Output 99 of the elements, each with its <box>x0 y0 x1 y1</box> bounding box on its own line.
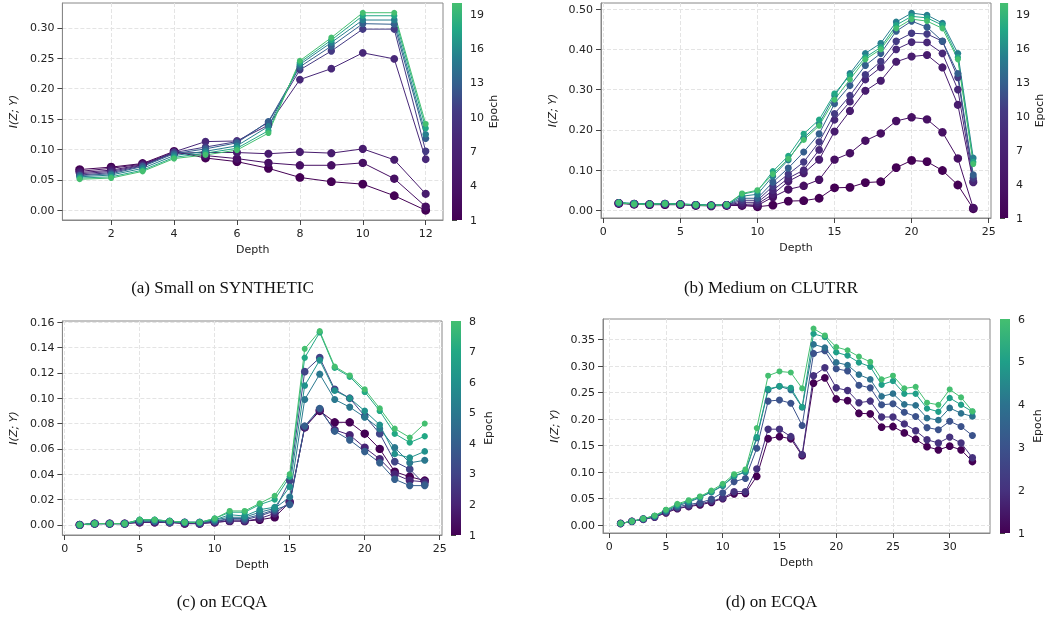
x-tick-label: 20 <box>357 542 372 555</box>
y-tick-label: 0.25 <box>29 51 55 65</box>
y-tick-label: 0.06 <box>29 442 55 456</box>
x-tick-label: 15 <box>282 542 297 555</box>
color-bar-label: 1 <box>1016 211 1024 225</box>
x-tick-label: 10 <box>355 227 370 240</box>
y-tick-label: 0.15 <box>570 439 595 453</box>
x-tick-label: 0 <box>599 225 607 238</box>
color-bar-label: 6 <box>469 375 476 389</box>
y-tick-label: 0.10 <box>568 163 593 177</box>
x-tick-label: 10 <box>750 225 765 238</box>
color-bar-label: 4 <box>1016 177 1024 191</box>
y-tick-label: 0.30 <box>568 83 593 97</box>
color-bar-label: 3 <box>469 467 476 481</box>
y-tick-label: 0.10 <box>570 465 595 479</box>
color-bar-label: 19 <box>470 7 484 21</box>
y-tick-label: 0.20 <box>570 412 595 426</box>
x-tick-label: 30 <box>942 540 957 553</box>
x-tick-label: 15 <box>772 540 787 553</box>
color-bar-label: 19 <box>1016 7 1031 21</box>
x-axis-title: Depth <box>235 557 269 571</box>
x-tick-label: 5 <box>676 225 684 238</box>
y-tick-label: 0.05 <box>570 492 595 506</box>
color-bar-label: 13 <box>1016 75 1031 89</box>
text: (a) Small on SYNTHETIC <box>131 278 314 297</box>
color-bar-label: 5 <box>469 406 476 420</box>
y-tick-label: 0.05 <box>29 173 55 187</box>
x-tick-label: 10 <box>715 540 730 553</box>
color-bar-label: 10 <box>470 110 484 124</box>
x-tick-label: 4 <box>170 227 178 240</box>
y-tick-label: 0.16 <box>29 315 55 329</box>
y-tick-label: 0.20 <box>568 123 593 137</box>
x-tick-label: 5 <box>136 542 144 555</box>
y-tick-label: 0.25 <box>570 386 595 400</box>
y-tick-label: 0.10 <box>29 391 55 405</box>
x-tick-label: 12 <box>418 227 433 240</box>
x-tick-label: 25 <box>981 225 996 238</box>
y-tick-label: 0.14 <box>29 341 55 355</box>
x-tick-label: 0 <box>605 540 613 553</box>
color-bar-label: 1 <box>469 528 476 542</box>
color-bar-label: 7 <box>469 345 476 359</box>
text: (d) on ECQA <box>725 592 819 611</box>
x-tick-label: 20 <box>829 540 844 553</box>
x-tick-label: 25 <box>885 540 900 553</box>
y-tick-label: 0.00 <box>568 203 593 217</box>
color-bar-label: 5 <box>1018 355 1025 369</box>
x-tick-label: 20 <box>904 225 919 238</box>
y-axis-title: I(Z; Y) <box>7 411 20 445</box>
color-bar-label: 7 <box>1016 143 1024 157</box>
color-bar-title: Epoch <box>1031 409 1044 443</box>
color-bar-title: Epoch <box>486 94 500 129</box>
color-bar-label: 2 <box>1018 483 1025 497</box>
x-axis-title: Depth <box>779 555 814 569</box>
color-bar-label: 1 <box>1018 526 1025 540</box>
y-axis-title: I(Z; Y) <box>545 93 559 128</box>
y-tick-label: 0.35 <box>570 333 595 347</box>
color-bar-label: 2 <box>469 497 476 511</box>
color-bar-label: 4 <box>1018 398 1025 412</box>
x-tick-label: 2 <box>107 227 115 240</box>
color-bar-label: 1 <box>470 213 477 227</box>
color-bar-label: 16 <box>470 42 484 56</box>
y-tick-label: 0.30 <box>29 21 55 35</box>
x-tick-label: 15 <box>827 225 842 238</box>
y-tick-label: 0.40 <box>568 42 593 56</box>
y-tick-label: 0.20 <box>29 82 55 96</box>
y-axis-title: I(Z; Y) <box>7 94 20 129</box>
y-tick-label: 0.30 <box>570 359 595 373</box>
color-bar-title: Epoch <box>482 411 495 445</box>
y-tick-label: 0.00 <box>29 518 55 532</box>
y-tick-label: 0.50 <box>568 2 593 16</box>
y-tick-label: 0.00 <box>570 518 595 532</box>
color-bar-label: 8 <box>469 314 476 328</box>
color-bar-label: 6 <box>1018 312 1025 326</box>
color-bar-label: 10 <box>1016 109 1031 123</box>
y-tick-label: 0.15 <box>29 112 55 126</box>
color-bar-label: 3 <box>1018 440 1025 454</box>
x-axis-title: Depth <box>235 242 270 256</box>
color-bar-label: 4 <box>470 179 477 193</box>
x-tick-label: 5 <box>662 540 670 553</box>
text: (b) Medium on CLUTRR <box>683 278 859 297</box>
y-tick-label: 0.10 <box>29 142 55 156</box>
y-tick-label: 0.04 <box>29 467 55 481</box>
x-tick-label: 10 <box>207 542 222 555</box>
y-tick-label: 0.12 <box>29 366 55 380</box>
color-bar-title: Epoch <box>1033 93 1046 128</box>
y-tick-label: 0.02 <box>29 493 55 507</box>
x-tick-label: 8 <box>296 227 304 240</box>
color-bar-label: 7 <box>470 144 477 158</box>
x-tick-label: 25 <box>432 542 447 555</box>
y-tick-label: 0.08 <box>29 417 55 431</box>
color-bar-label: 4 <box>469 436 476 450</box>
x-tick-label: 6 <box>233 227 241 240</box>
x-tick-label: 0 <box>61 542 69 555</box>
y-tick-label: 0.00 <box>29 203 55 217</box>
color-bar-label: 13 <box>470 76 484 90</box>
y-axis-title: I(Z; Y) <box>547 409 561 443</box>
color-bar-label: 16 <box>1016 41 1031 55</box>
text: (c) on ECQA <box>176 592 269 611</box>
x-axis-title: Depth <box>779 240 813 254</box>
